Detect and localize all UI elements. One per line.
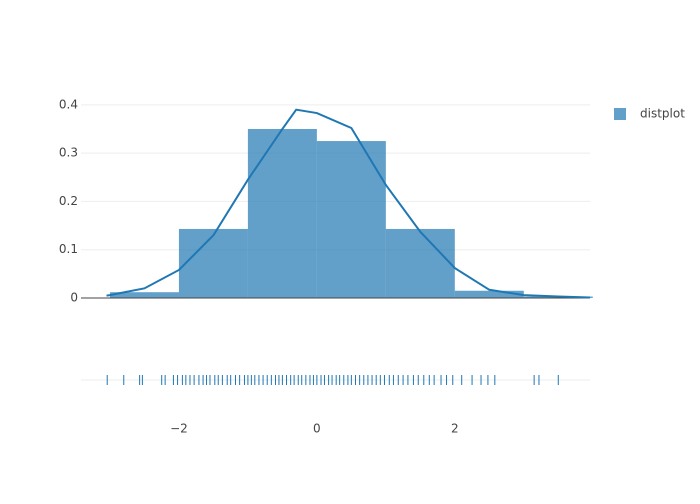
kde-curve	[106, 108, 591, 299]
y-tick-label: 0.2	[59, 194, 78, 208]
x-tick-label: −2	[170, 422, 188, 436]
legend-label: distplot	[640, 107, 685, 121]
x-tick-label: 2	[451, 422, 459, 436]
legend-swatch	[614, 108, 626, 120]
bar	[385, 228, 455, 298]
y-tick-label: 0	[70, 291, 78, 305]
bar	[454, 290, 524, 298]
bar	[178, 228, 248, 298]
bar	[316, 141, 386, 298]
y-tick-label: 0.3	[59, 146, 78, 160]
x-tick-label: 0	[313, 422, 321, 436]
y-tick-label: 0.4	[59, 97, 78, 111]
bar	[247, 128, 317, 298]
y-tick-label: 0.1	[59, 242, 78, 256]
bar	[109, 292, 179, 298]
